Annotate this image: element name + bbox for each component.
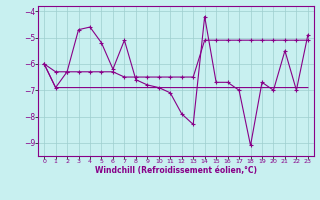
X-axis label: Windchill (Refroidissement éolien,°C): Windchill (Refroidissement éolien,°C) (95, 166, 257, 175)
